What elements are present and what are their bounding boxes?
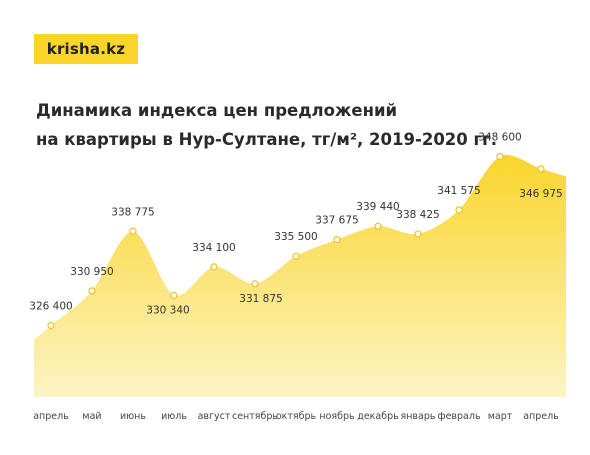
x-tick-label-1: май <box>82 411 101 422</box>
value-label-0: 326 400 <box>29 300 72 312</box>
data-point-7 <box>333 236 341 244</box>
x-tick-label-10: февраль <box>437 411 480 422</box>
value-label-10: 341 575 <box>437 185 480 197</box>
x-tick-label-4: август <box>198 411 231 422</box>
data-point-4 <box>210 263 218 271</box>
data-point-2 <box>129 227 137 235</box>
x-tick-label-6: октябрь <box>276 411 317 422</box>
chart-title-line-1: Динамика индекса цен предложений <box>36 101 398 120</box>
value-label-7: 337 675 <box>315 215 358 227</box>
x-tick-label-3: июль <box>161 411 187 422</box>
value-label-3: 330 340 <box>146 304 189 316</box>
data-point-11 <box>496 152 504 161</box>
value-label-9: 338 425 <box>396 209 439 221</box>
brand-logo: krisha.kz <box>34 34 138 64</box>
data-point-3 <box>170 291 178 300</box>
data-point-10 <box>455 206 463 214</box>
data-point-5 <box>251 280 259 288</box>
x-tick-label-5: сентябрь <box>232 411 278 422</box>
data-point-12 <box>537 165 545 173</box>
data-point-9 <box>414 230 422 238</box>
value-label-4: 334 100 <box>192 242 235 254</box>
data-point-6 <box>292 252 300 260</box>
value-label-6: 335 500 <box>274 231 317 243</box>
price-area <box>34 155 566 397</box>
data-point-0 <box>47 321 55 330</box>
value-label-1: 330 950 <box>70 266 113 278</box>
data-point-8 <box>374 222 382 230</box>
x-tick-label-11: март <box>488 411 513 422</box>
chart-title-line-2: на квартиры в Нур-Султане, тг/м², 2019-2… <box>36 130 498 149</box>
value-label-5: 331 875 <box>239 293 282 305</box>
value-label-2: 338 775 <box>111 206 154 218</box>
chart-title: Динамика индекса цен предложений на квар… <box>36 96 576 154</box>
x-tick-label-7: ноябрь <box>319 411 355 422</box>
x-tick-label-8: декабрь <box>357 411 399 422</box>
value-label-12: 346 975 <box>519 188 562 200</box>
value-label-11: 348 600 <box>478 131 521 143</box>
brand-logo-text: krisha.kz <box>46 40 126 58</box>
x-tick-label-2: июнь <box>120 411 146 422</box>
data-point-1 <box>88 287 96 295</box>
x-tick-label-0: апрель <box>33 411 69 422</box>
x-tick-label-12: апрель <box>523 411 559 422</box>
value-label-8: 339 440 <box>356 201 399 213</box>
x-tick-label-9: январь <box>401 411 436 422</box>
